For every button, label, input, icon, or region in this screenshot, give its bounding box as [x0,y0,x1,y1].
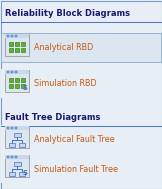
FancyBboxPatch shape [5,126,29,130]
FancyBboxPatch shape [15,78,19,82]
Circle shape [7,35,9,37]
Text: Fault Tree Diagrams: Fault Tree Diagrams [5,112,100,122]
FancyBboxPatch shape [5,70,29,74]
Circle shape [11,35,13,37]
FancyBboxPatch shape [9,42,13,46]
Text: Simulation RBD: Simulation RBD [34,80,97,88]
FancyBboxPatch shape [15,42,19,46]
Circle shape [15,156,17,158]
FancyBboxPatch shape [9,78,13,82]
FancyBboxPatch shape [5,155,29,159]
FancyBboxPatch shape [21,42,25,46]
Text: Reliability Block Diagrams: Reliability Block Diagrams [5,9,130,18]
FancyBboxPatch shape [13,133,21,137]
FancyBboxPatch shape [19,172,25,176]
FancyBboxPatch shape [15,84,19,88]
Circle shape [15,127,17,129]
FancyBboxPatch shape [1,125,161,154]
Text: S: S [23,85,28,91]
FancyBboxPatch shape [13,162,21,166]
FancyBboxPatch shape [19,143,25,147]
FancyBboxPatch shape [9,84,13,88]
Circle shape [7,156,9,158]
Circle shape [11,127,13,129]
Text: Simulation Fault Tree: Simulation Fault Tree [34,164,118,174]
FancyBboxPatch shape [1,154,161,183]
Circle shape [7,71,9,73]
FancyBboxPatch shape [5,34,29,38]
FancyBboxPatch shape [9,48,13,52]
FancyBboxPatch shape [5,34,29,56]
FancyBboxPatch shape [9,172,15,176]
Circle shape [15,71,17,73]
Circle shape [11,71,13,73]
FancyBboxPatch shape [15,48,19,52]
Circle shape [11,156,13,158]
Text: S: S [23,170,28,176]
FancyBboxPatch shape [5,70,29,92]
Text: Analytical Fault Tree: Analytical Fault Tree [34,136,115,145]
FancyBboxPatch shape [21,78,25,82]
FancyBboxPatch shape [21,48,25,52]
FancyBboxPatch shape [1,69,161,98]
Text: Analytical RBD: Analytical RBD [34,43,93,53]
Circle shape [15,35,17,37]
FancyBboxPatch shape [1,33,161,62]
FancyBboxPatch shape [5,126,29,148]
FancyBboxPatch shape [21,84,25,88]
FancyBboxPatch shape [9,143,15,147]
Circle shape [7,127,9,129]
FancyBboxPatch shape [5,155,29,177]
